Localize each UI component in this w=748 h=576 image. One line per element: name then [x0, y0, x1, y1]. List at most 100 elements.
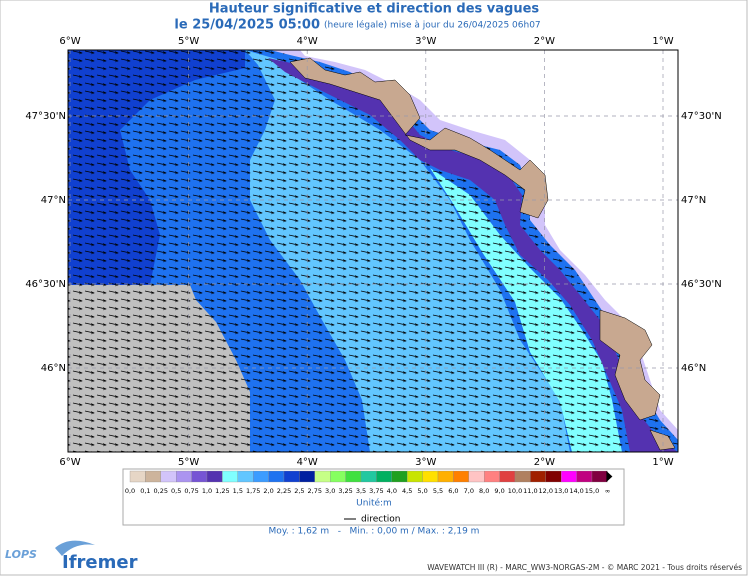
legend-label: 6,0	[448, 487, 458, 495]
legend-swatch	[499, 470, 516, 483]
legend-swatch	[360, 470, 377, 483]
title: Hauteur significative et direction des v…	[209, 2, 540, 17]
legend-label: 0,1	[140, 487, 150, 495]
lon-label-bottom: 3°W	[415, 457, 436, 468]
lat-label-right: 47°30'N	[681, 111, 722, 122]
legend-label: 4,0	[387, 487, 397, 495]
legend-label: 14,0	[569, 487, 583, 495]
logo-lops: LOPS	[5, 548, 37, 561]
lat-label-left: 46°N	[41, 363, 66, 374]
lat-label-left: 47°30'N	[25, 111, 66, 122]
legend-swatch	[576, 470, 593, 483]
legend-swatch	[191, 470, 208, 483]
legend-label: 1,0	[202, 487, 212, 495]
legend-label: 3,0	[325, 487, 335, 495]
legend-swatch	[299, 470, 315, 483]
legend-swatch	[283, 470, 300, 483]
logo-ifremer: Ifremer	[62, 552, 138, 573]
legend-swatch	[253, 470, 269, 483]
legend-label: 1,75	[246, 487, 260, 495]
legend-label: 0,5	[171, 487, 181, 495]
logo-shape	[55, 540, 95, 556]
legend-swatch	[129, 470, 146, 483]
ticks: 6°W 6°W 5°W 5°W 4°W 4°W 3°W 3°W 2°W 2°W 1°W 1°W 47°3…	[25, 36, 721, 468]
legend-label: 9,0	[494, 487, 504, 495]
legend-label: 5,5	[433, 487, 443, 495]
lon-label-top: 1°W	[652, 36, 673, 47]
land-south	[599, 309, 661, 421]
map-frame	[67, 49, 679, 453]
legend-label: 2,0	[263, 487, 273, 495]
legend-swatch	[407, 470, 423, 483]
legend-label: 0,25	[154, 487, 168, 495]
legend-swatch	[530, 470, 546, 483]
direction-label: direction	[361, 515, 400, 525]
lat-label-right: 46°30'N	[681, 279, 722, 290]
legend-swatch	[268, 470, 285, 483]
legend-label: 2,75	[308, 487, 322, 495]
date: le 25/04/2025 05:00	[174, 18, 320, 33]
legend-swatch	[176, 470, 192, 483]
legend-label: 15,0	[585, 487, 599, 495]
legend-label: 3,75	[369, 487, 383, 495]
legend-swatch	[422, 470, 439, 483]
legend-swatch	[468, 470, 485, 483]
legend-label: 2,25	[277, 487, 291, 495]
stats: Moy. : 1,62 m - Min. : 0,00 m / Max. : 2…	[269, 527, 480, 537]
legend-label: 12,0	[539, 487, 553, 495]
land-spit	[649, 429, 676, 451]
update-note: (heure légale) mise à jour du 26/04/2025…	[324, 20, 541, 31]
legend-label: 0,0	[125, 487, 135, 495]
legend-label: 3,25	[338, 487, 352, 495]
legend-label: 13,0	[554, 487, 568, 495]
lat-label-right: 47°N	[681, 195, 706, 206]
legend-label: 0,75	[184, 487, 198, 495]
lon-label-bottom: 1°W	[652, 457, 673, 468]
legend-swatch	[514, 470, 531, 483]
credits: WAVEWATCH III (R) - MARC_WW3-NORGAS-2M -…	[427, 563, 742, 572]
lon-label-bottom: 6°W	[59, 457, 80, 468]
legend-label: ∞	[605, 487, 610, 495]
lon-label-top: 2°W	[534, 36, 555, 47]
lon-label-top: 4°W	[297, 36, 318, 47]
legend-swatch	[206, 470, 223, 483]
land	[300, 50, 678, 430]
legend-swatch	[437, 470, 454, 483]
legend-label: 2,5	[294, 487, 304, 495]
legend-swatch	[391, 470, 408, 483]
map	[68, 50, 678, 452]
lon-label-bottom: 2°W	[534, 457, 555, 468]
legend-swatch	[160, 470, 177, 483]
land-coast	[289, 57, 549, 219]
graticule	[68, 50, 678, 452]
legend-swatch	[376, 470, 392, 483]
legend-label: 11,0	[523, 487, 537, 495]
lat-label-right: 46°N	[681, 363, 706, 374]
legend-swatch	[484, 470, 500, 483]
lon-label-top: 5°W	[178, 36, 199, 47]
legend-swatch	[561, 470, 577, 483]
legend-label: 10,0	[508, 487, 522, 495]
legend-swatch	[222, 470, 238, 483]
legend-swatch	[345, 470, 362, 483]
legend-swatch	[591, 470, 608, 483]
lat-label-left: 47°N	[41, 195, 66, 206]
legend-label: 4,5	[402, 487, 412, 495]
legend-label: 3,5	[356, 487, 366, 495]
legend-label: 1,25	[215, 487, 229, 495]
legend: 0,0 0,1 0,25 0,5 0,75 1,0 1,25 1,5 1,75 2,0 2,25 2,…	[125, 470, 613, 495]
legend-label: 5,0	[417, 487, 427, 495]
lon-label-bottom: 5°W	[178, 457, 199, 468]
lat-label-left: 46°30'N	[25, 279, 66, 290]
legend-label: 1,5	[233, 487, 243, 495]
legend-label: 8,0	[479, 487, 489, 495]
unit: Unité:m	[356, 498, 392, 509]
lon-label-top: 6°W	[59, 36, 80, 47]
legend-swatch	[314, 470, 331, 483]
legend-swatch	[145, 470, 161, 483]
legend-label: 7,0	[464, 487, 474, 495]
lon-label-top: 3°W	[415, 36, 436, 47]
legend-swatch	[237, 470, 254, 483]
legend-arrow	[606, 471, 613, 482]
